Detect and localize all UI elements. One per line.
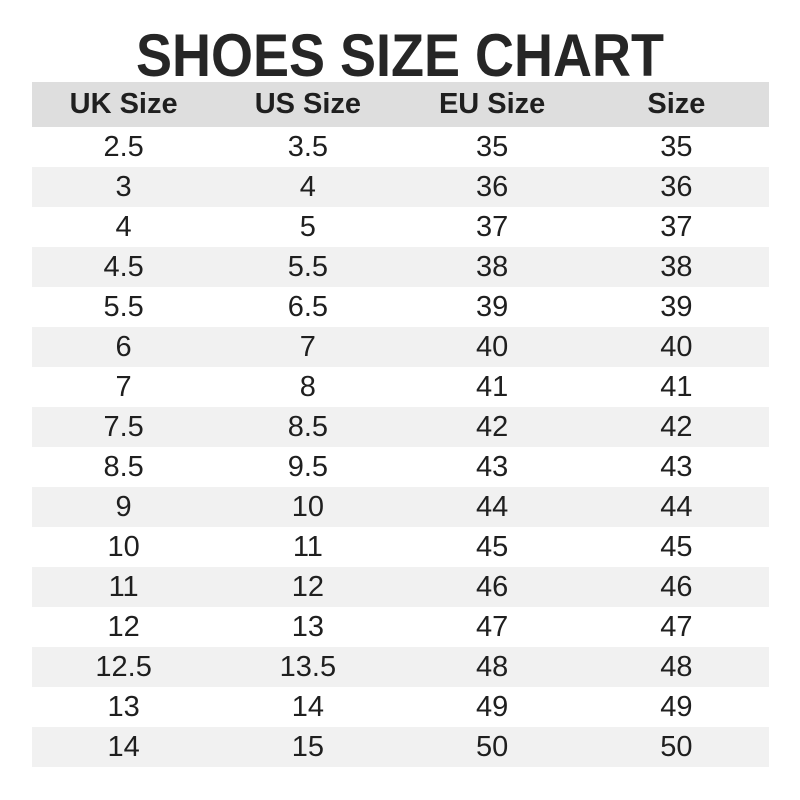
table-cell: 39 <box>475 290 509 323</box>
column-header-uk-size: UK Size <box>31 82 216 127</box>
column-header-eu-size: EU Size <box>400 82 585 127</box>
table-cell: 48 <box>475 650 509 683</box>
table-cell: 7 <box>299 330 316 363</box>
table-cell: 3.5 <box>287 130 329 163</box>
table-cell: 36 <box>660 170 693 203</box>
table-cell: 6 <box>115 330 132 363</box>
table-cell: 9.5 <box>287 450 329 483</box>
table-row: 10 11 45 45 <box>31 527 769 567</box>
table-cell: 5 <box>299 210 316 243</box>
table-cell: 40 <box>475 330 509 363</box>
table-cell: 46 <box>660 570 693 603</box>
table-row: 7.5 8.5 42 42 <box>31 407 769 447</box>
page-title: SHOES SIZE CHART <box>135 22 665 89</box>
table-cell: 12 <box>107 610 140 643</box>
table-cell: 43 <box>660 450 693 483</box>
table-cell: 36 <box>475 170 509 203</box>
table-cell: 7 <box>115 370 132 403</box>
table-cell: 50 <box>660 730 693 763</box>
table-cell: 6.5 <box>287 290 329 323</box>
table-row: 13 14 49 49 <box>31 687 769 727</box>
table-cell: 9 <box>115 490 132 523</box>
table-cell: 45 <box>660 530 693 563</box>
table-cell: 40 <box>660 330 693 363</box>
table-row: 12.5 13.5 48 48 <box>31 647 769 687</box>
table-body: 2.5 3.5 35 35 3 4 36 36 4 5 37 37 4.5 5.5 38 38 5.5 6.5 39… <box>31 127 769 767</box>
table-row: 12 13 47 47 <box>31 607 769 647</box>
table-cell: 48 <box>660 650 693 683</box>
table-cell: 3 <box>115 170 132 203</box>
table-cell: 37 <box>475 210 509 243</box>
table-cell: 8.5 <box>103 450 144 483</box>
table-cell: 5.5 <box>287 250 329 283</box>
table-cell: 38 <box>475 250 509 283</box>
table-cell: 11 <box>108 570 139 603</box>
table-cell: 10 <box>107 530 140 563</box>
table-row: 4.5 5.5 38 38 <box>31 247 769 287</box>
table-cell: 39 <box>660 290 693 323</box>
table-row: 14 15 50 50 <box>31 727 769 767</box>
table-cell: 14 <box>291 690 324 723</box>
table-cell: 43 <box>475 450 509 483</box>
table-cell: 44 <box>660 490 693 523</box>
table-cell: 42 <box>475 410 509 443</box>
table-cell: 47 <box>475 610 509 643</box>
column-header-size: Size <box>584 82 769 127</box>
column-header-us-size: US Size <box>215 82 400 127</box>
table-cell: 8.5 <box>287 410 329 443</box>
table-header: UK Size US Size EU Size Size <box>31 82 769 127</box>
table-cell: 35 <box>475 130 509 163</box>
table-cell: 10 <box>291 490 324 523</box>
table-cell: 4 <box>299 170 316 203</box>
table-cell: 13.5 <box>279 650 337 683</box>
table-cell: 14 <box>107 730 140 763</box>
table-row: 3 4 36 36 <box>31 167 769 207</box>
table-row: 5.5 6.5 39 39 <box>31 287 769 327</box>
table-cell: 49 <box>660 690 693 723</box>
table-cell: 42 <box>660 410 693 443</box>
table-cell: 44 <box>475 490 509 523</box>
table-cell: 37 <box>660 210 693 243</box>
table-row: 7 8 41 41 <box>31 367 769 407</box>
table-cell: 45 <box>475 530 509 563</box>
table-cell: 13 <box>291 610 324 643</box>
table-cell: 7.5 <box>103 410 144 443</box>
table-cell: 35 <box>660 130 693 163</box>
table-cell: 5.5 <box>103 290 144 323</box>
table-cell: 8 <box>299 370 316 403</box>
table-row: 8.5 9.5 43 43 <box>31 447 769 487</box>
table-cell: 41 <box>660 370 693 403</box>
table-row: 2.5 3.5 35 35 <box>31 127 769 167</box>
table-row: 11 12 46 46 <box>31 567 769 607</box>
table-cell: 41 <box>475 370 509 403</box>
table-row: 6 7 40 40 <box>31 327 769 367</box>
table-cell: 46 <box>475 570 509 603</box>
table-cell: 49 <box>475 690 509 723</box>
table-cell: 4.5 <box>103 250 144 283</box>
table-cell: 15 <box>291 730 324 763</box>
table-row: 9 10 44 44 <box>31 487 769 527</box>
table-cell: 2.5 <box>103 130 144 163</box>
table-cell: 38 <box>660 250 693 283</box>
table-header-row: UK Size US Size EU Size Size <box>31 82 769 127</box>
table-cell: 47 <box>660 610 693 643</box>
table-cell: 13 <box>107 690 140 723</box>
table-row: 4 5 37 37 <box>31 207 769 247</box>
table-cell: 4 <box>115 210 132 243</box>
table-cell: 11 <box>292 530 323 563</box>
size-chart-table: UK Size US Size EU Size Size 2.5 3.5 35 35 3 4 36… <box>31 82 769 767</box>
table-cell: 12 <box>291 570 324 603</box>
table-cell: 12.5 <box>95 650 152 683</box>
table-cell: 50 <box>475 730 509 763</box>
